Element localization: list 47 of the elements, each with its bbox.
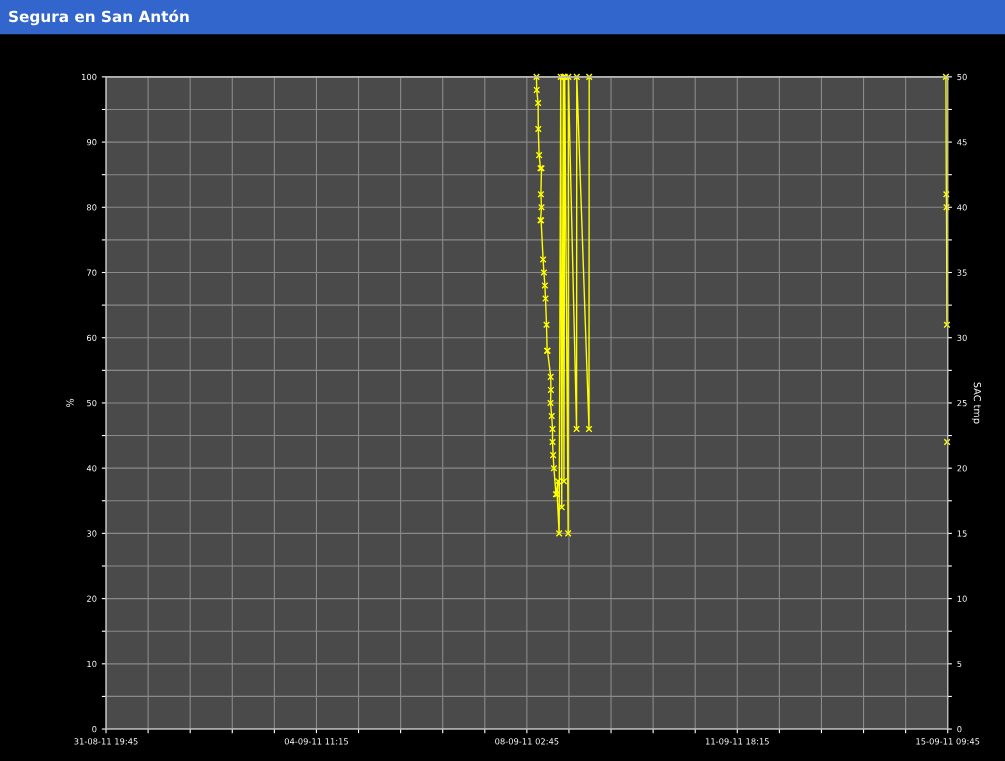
y2-tick-label: 45: [957, 139, 967, 146]
point: [549, 438, 556, 446]
y2-tick-label: 20: [957, 465, 967, 472]
y-tick-label: 70: [87, 269, 97, 276]
point: [535, 151, 543, 159]
point: [542, 295, 549, 303]
y-tick-label: 20: [87, 595, 97, 602]
y-tick-label: 0: [92, 726, 97, 733]
point: [540, 269, 548, 276]
chart-title: Segura en San Antón: [9, 9, 189, 26]
point: [548, 412, 556, 420]
x-tick-label: 15-09-11 09:45: [916, 738, 980, 745]
y2-tick-label: 50: [957, 73, 967, 81]
point: [547, 386, 555, 394]
x-tick-label: 31-08-11 19:45: [74, 738, 138, 745]
point: [538, 203, 545, 211]
point: [537, 190, 545, 198]
point: [555, 529, 563, 537]
x-tick-label: 08-09-11 02:45: [495, 738, 559, 745]
point: [543, 321, 550, 329]
y-tick-label: 60: [86, 334, 97, 342]
x-tick-label: 11-09-11 18:15: [705, 738, 769, 745]
point: [549, 425, 556, 433]
y2-tick-label: 40: [957, 204, 967, 211]
x-tick-label: 04-09-11 11:15: [284, 738, 348, 745]
y-axis-title: %: [66, 398, 74, 408]
y2-tick-label: 5: [957, 660, 962, 668]
y-tick-label: 50: [87, 399, 97, 407]
y2-tick-label: 15: [957, 530, 967, 537]
y2-tick-label: 25: [957, 399, 967, 407]
y-tick-label: 80: [86, 204, 97, 211]
point: [558, 503, 566, 511]
y2-tick-label: 0: [957, 726, 962, 733]
y2-tick-label: 10: [957, 595, 967, 602]
point: [539, 255, 547, 263]
y-tick-label: 90: [86, 139, 97, 146]
point: [547, 399, 554, 407]
y-tick-label: 40: [86, 465, 97, 472]
point: [541, 282, 549, 290]
point: [534, 125, 542, 133]
y2-tick-label: 30: [957, 334, 967, 342]
y2-tick-label: 35: [957, 269, 967, 276]
y2-axis-title: SAC tmp: [971, 382, 982, 424]
y-tick-label: 10: [87, 660, 97, 668]
point: [547, 373, 555, 381]
y-tick-label: 100: [82, 73, 97, 81]
y-tick-label: 30: [87, 530, 97, 537]
